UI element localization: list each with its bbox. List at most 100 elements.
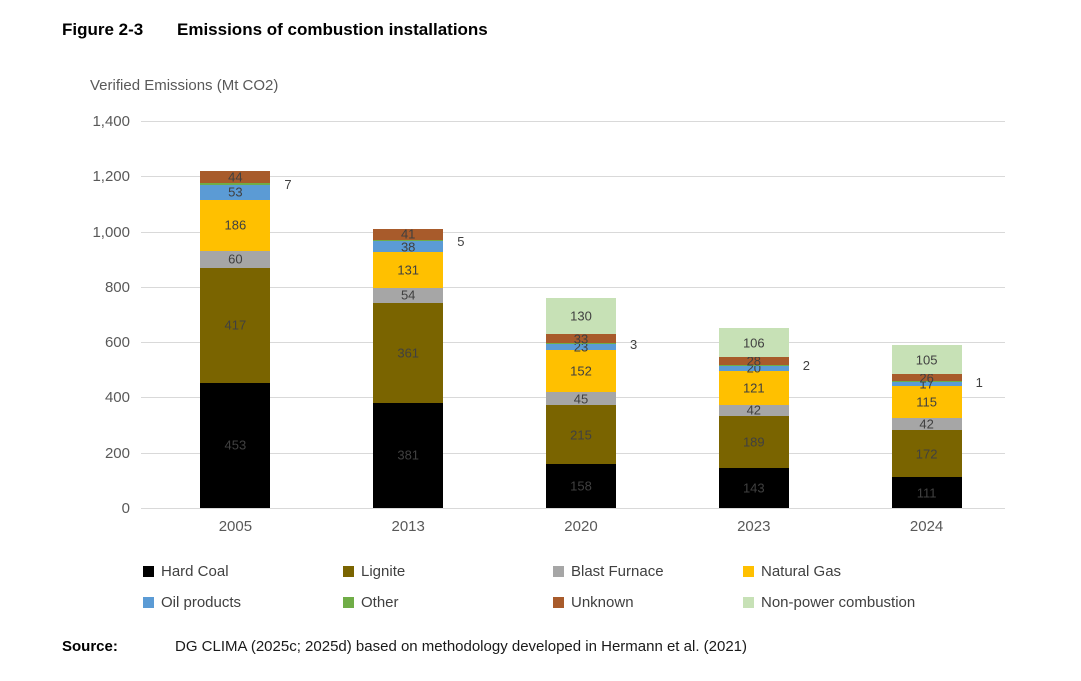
y-axis-labels: 0 200 400 600 800 1,000 1,200 1,400 bbox=[56, 113, 130, 517]
bar-segment-non-power-combustion-2023: 106 bbox=[718, 328, 789, 358]
bar-segment-other-2005 bbox=[200, 182, 271, 185]
legend-item-lignite: Lignite bbox=[343, 561, 553, 582]
y-tick-label: 400 bbox=[104, 389, 130, 407]
segment-value-label: 105 bbox=[915, 352, 938, 368]
x-tick-label-2020: 2020 bbox=[564, 518, 598, 535]
segment-value-label: 28 bbox=[746, 353, 762, 369]
outside-value-label-other-2020: 3 bbox=[630, 336, 638, 352]
legend-swatch-unknown bbox=[553, 597, 564, 608]
bar-segment-natural-gas-2024: 115 bbox=[891, 386, 962, 419]
segment-value-label: 111 bbox=[916, 485, 937, 501]
gridline bbox=[141, 121, 1005, 122]
figure-number: Figure 2-3 bbox=[62, 20, 144, 39]
segment-value-label: 215 bbox=[570, 427, 592, 443]
bar-segment-hard-coal-2020: 158 bbox=[546, 464, 616, 508]
bar-segment-natural-gas-2023: 121 bbox=[718, 371, 789, 405]
y-tick-label: 1,200 bbox=[92, 168, 130, 186]
bar-segment-blast-furnace-2020: 45 bbox=[546, 391, 616, 407]
legend-label: Hard Coal bbox=[161, 563, 229, 580]
y-axis-title: Verified Emissions (Mt CO2) bbox=[90, 77, 279, 94]
y-tick-label: 1,400 bbox=[92, 113, 130, 130]
x-tick-label-2023: 2023 bbox=[737, 518, 771, 535]
legend-swatch-other bbox=[343, 597, 354, 608]
plot-area: 453 417 60 186 53 44 7 381 361 54 131 38 41 5 158 215 45… bbox=[141, 121, 1005, 509]
y-tick-label: 0 bbox=[121, 500, 130, 517]
bar-segment-hard-coal-2023: 143 bbox=[718, 468, 789, 508]
legend-swatch-hard-coal bbox=[143, 566, 154, 577]
legend-label: Oil products bbox=[161, 594, 242, 611]
source-label: Source: bbox=[62, 638, 118, 655]
y-tick-label: 600 bbox=[104, 334, 130, 352]
bar-segment-hard-coal-2013: 381 bbox=[373, 402, 444, 508]
stacked-bar-2023: 143 189 42 121 20 28 106 bbox=[718, 328, 789, 508]
bar-segment-lignite-2005: 417 bbox=[200, 267, 271, 383]
stacked-bar-2020: 158 215 45 152 23 33 130 bbox=[546, 298, 616, 508]
bar-segment-oil-products-2013: 38 bbox=[373, 239, 444, 255]
segment-value-label: 115 bbox=[916, 394, 937, 410]
y-tick-label: 1,000 bbox=[92, 223, 130, 241]
x-tick-label-2005: 2005 bbox=[218, 518, 253, 535]
segment-value-label: 38 bbox=[400, 239, 416, 255]
segment-value-label: 186 bbox=[224, 217, 247, 233]
segment-value-label: 26 bbox=[919, 370, 934, 386]
gridline bbox=[141, 231, 1005, 233]
bar-segment-blast-furnace-2005: 60 bbox=[200, 250, 271, 268]
bar-segment-other-2013 bbox=[373, 239, 444, 242]
segment-value-label: 453 bbox=[224, 437, 247, 453]
outside-value-label-other-2024: 1 bbox=[975, 374, 983, 390]
bar-segment-non-power-combustion-2024: 105 bbox=[891, 345, 962, 375]
legend-item-hard-coal: Hard Coal bbox=[143, 561, 343, 582]
figure-title: Emissions of combustion installations bbox=[177, 20, 488, 39]
bar-segment-lignite-2013: 361 bbox=[373, 302, 444, 403]
legend-label: Other bbox=[361, 594, 399, 611]
bar-segment-lignite-2024: 172 bbox=[891, 429, 962, 478]
bar-segment-lignite-2023: 189 bbox=[718, 416, 789, 469]
bar-segment-unknown-2013: 41 bbox=[373, 228, 444, 241]
bar-segment-lignite-2020: 215 bbox=[546, 404, 616, 465]
legend-item-blast-furnace: Blast Furnace bbox=[553, 561, 743, 582]
legend-label: Lignite bbox=[361, 563, 406, 580]
legend-item-unknown: Unknown bbox=[553, 592, 743, 613]
segment-value-label: 106 bbox=[742, 335, 765, 351]
x-tick-label-2024: 2024 bbox=[909, 518, 944, 535]
bar-segment-hard-coal-2024: 111 bbox=[891, 477, 962, 508]
y-tick-label: 800 bbox=[104, 278, 130, 296]
gridline bbox=[141, 508, 1005, 509]
segment-value-label: 381 bbox=[397, 447, 420, 463]
outside-value-label-other-2013: 5 bbox=[457, 233, 465, 249]
stacked-bar-2005: 453 417 60 186 53 44 bbox=[200, 169, 271, 508]
gridline bbox=[141, 286, 1005, 288]
x-tick-label-2013: 2013 bbox=[391, 518, 425, 535]
bar-segment-other-2020 bbox=[546, 343, 616, 345]
segment-value-label: 121 bbox=[742, 380, 765, 396]
segment-value-label: 33 bbox=[573, 331, 589, 347]
gridline bbox=[141, 176, 1005, 178]
bar-segment-unknown-2020: 33 bbox=[546, 331, 616, 347]
chart-legend: Hard Coal Lignite Blast Furnace Natural Gas… bbox=[143, 561, 915, 613]
stacked-bar-2013: 381 361 54 131 38 41 bbox=[373, 228, 444, 508]
segment-value-label: 172 bbox=[915, 446, 938, 462]
bar-segment-natural-gas-2013: 131 bbox=[373, 251, 444, 288]
bar-segment-other-2023 bbox=[718, 365, 789, 366]
segment-value-label: 44 bbox=[228, 169, 243, 185]
y-tick-label: 200 bbox=[104, 444, 130, 462]
bar-segment-natural-gas-2020: 152 bbox=[546, 350, 616, 393]
bar-segment-natural-gas-2005: 186 bbox=[200, 199, 271, 251]
segment-value-label: 417 bbox=[224, 317, 247, 333]
legend-swatch-lignite bbox=[343, 566, 354, 577]
legend-item-oil-products: Oil products bbox=[143, 592, 343, 613]
bar-segment-non-power-combustion-2020: 130 bbox=[546, 298, 616, 335]
segment-value-label: 42 bbox=[746, 402, 762, 418]
bar-segment-blast-furnace-2024: 42 bbox=[891, 417, 962, 430]
segment-value-label: 45 bbox=[573, 391, 589, 407]
legend-swatch-blast-furnace bbox=[553, 566, 564, 577]
segment-value-label: 53 bbox=[228, 184, 243, 200]
bar-segment-unknown-2024: 26 bbox=[891, 370, 962, 386]
segment-value-label: 131 bbox=[397, 262, 420, 278]
segment-value-label: 361 bbox=[397, 345, 420, 361]
legend-item-non-power-combustion: Non-power combustion bbox=[743, 592, 915, 613]
bar-segment-unknown-2023: 28 bbox=[718, 353, 789, 369]
legend-label: Unknown bbox=[571, 594, 634, 611]
segment-value-label: 54 bbox=[400, 287, 416, 303]
segment-value-label: 158 bbox=[570, 478, 592, 494]
